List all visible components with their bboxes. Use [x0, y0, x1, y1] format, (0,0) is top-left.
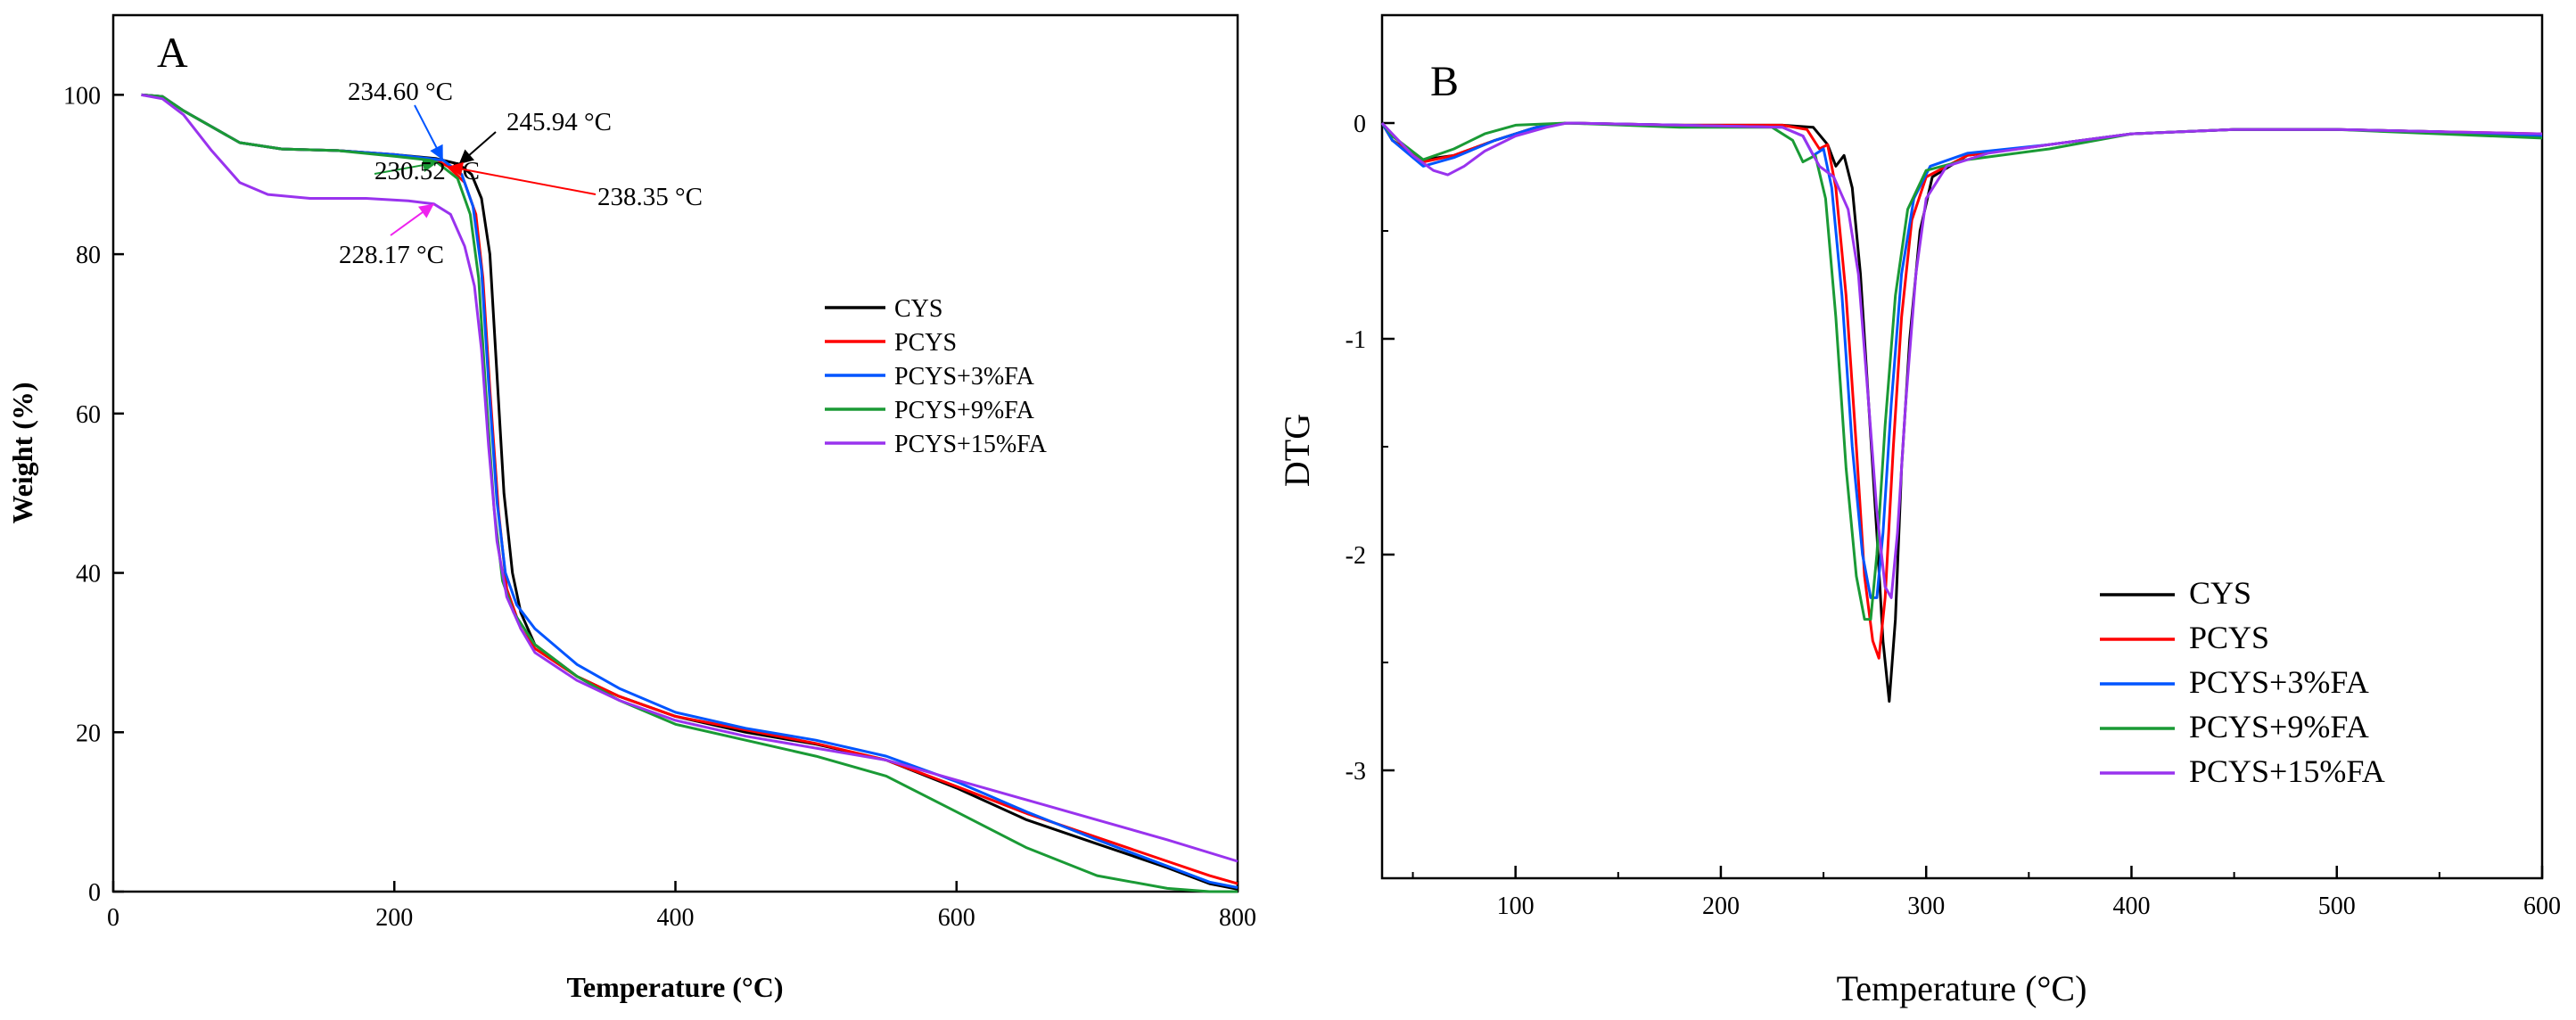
panel-a-legend-label-pcys-plus-15pct-fa: PCYS+15%FA [894, 431, 1048, 458]
panel-b-series-line-pcys-plus-15pct-fa [1380, 121, 2543, 599]
panel-b-y-axis-title: DTG [1277, 414, 1317, 487]
panel-a-y-tick-label: 0 [88, 879, 101, 907]
panel-b-y-tick-label: -1 [1346, 326, 1366, 354]
panel-a-y-tick-label: 20 [76, 720, 101, 747]
panel-a-annotation-label: 234.60 °C [348, 78, 453, 106]
panel-a-annotations: 234.60 °C 245.94 °C 230.52 °C 238.35 °C 228.… [339, 78, 703, 269]
panel-b-series-line-cys [1380, 121, 2543, 703]
panel-a-annotation-leader [448, 165, 597, 195]
panel-b-x-tick-label: 600 [2523, 892, 2561, 920]
panel-a-annotation-label: 238.35 °C [597, 183, 703, 211]
panel-b-y-tick-label: -2 [1346, 542, 1366, 570]
panel-a-x-tick-label: 600 [938, 904, 975, 932]
panel-a-legend-label-pcys-plus-3pct-fa: PCYS+3%FA [894, 363, 1035, 391]
panel-a-x-tick-label: 200 [375, 904, 413, 932]
panel-b-series-line-pcys-plus-3pct-fa [1380, 121, 2543, 599]
panel-a-annotation-label: 230.52 °C [374, 157, 480, 185]
panel-a-x-tick-label: 0 [107, 904, 119, 932]
panel-a-x-tick-label: 800 [1219, 904, 1256, 932]
panel-a-annotation-arrowhead [430, 144, 443, 160]
panel-a-y-tick-label: 80 [76, 242, 101, 269]
panel-a-x-tick-label: 400 [657, 904, 695, 932]
panel-a-series-line-pcys [141, 93, 1239, 885]
panel-a-legend-label-cys: CYS [894, 295, 942, 323]
panel-b-x-axis-title: Temperature (°C) [1837, 968, 2087, 1008]
panel-b-x-tick-label: 500 [2318, 892, 2356, 920]
panel-a-series-line-pcys-plus-3pct-fa [141, 93, 1239, 889]
panel-a-tga-chart: 0 200 400 600 800 0 20 40 60 80 100 234.60 °C 245.9… [6, 13, 1256, 1003]
panel-b-x-tick-label: 300 [1907, 892, 1945, 920]
panel-a-y-tick-label: 100 [63, 82, 101, 110]
panel-a-letter: A [157, 29, 188, 77]
panel-a-y-axis-title: Weight (%) [6, 382, 38, 523]
panel-a-legend: CYS PCYS PCYS+3%FA PCYS+9%FA PCYS+15%FA [825, 295, 1048, 458]
panel-a-annotation-arrowhead [458, 149, 474, 165]
panel-a-annotation-arrowhead [418, 203, 434, 218]
panel-a-y-tick-label: 60 [76, 401, 101, 429]
panel-b-series [1380, 121, 2543, 703]
panel-b-ticks: 100 200 300 400 500 600 -3 -2 -1 0 [1346, 14, 2561, 920]
panel-b-x-tick-label: 100 [1497, 892, 1535, 920]
panel-a-series-line-pcys-plus-9pct-fa [141, 93, 1238, 893]
panel-b-x-tick-label: 400 [2112, 892, 2150, 920]
panel-b-y-tick-label: -3 [1346, 758, 1366, 786]
panel-a-annotation-arrowhead [422, 158, 438, 173]
panel-a-plot-frame [111, 13, 1239, 893]
panel-a-series-line-pcys-plus-15pct-fa [141, 93, 1239, 863]
panel-a-y-tick-label: 40 [76, 561, 101, 588]
panel-b-y-tick-label: 0 [1354, 111, 1366, 138]
panel-b-legend-label-pcys-plus-15pct-fa: PCYS+15%FA [2189, 753, 2385, 789]
panel-a-legend-label-pcys-plus-9pct-fa: PCYS+9%FA [894, 397, 1035, 424]
panel-a-ticks: 0 200 400 600 800 0 20 40 60 80 100 [63, 82, 1256, 932]
panel-b-legend: CYS PCYS PCYS+3%FA PCYS+9%FA PCYS+15%FA [2100, 575, 2385, 789]
panel-b-x-tick-label: 200 [1702, 892, 1740, 920]
panel-b-legend-label-cys: CYS [2189, 575, 2251, 611]
panel-b-series-line-pcys [1380, 121, 2543, 660]
panel-a-series-line-cys [141, 93, 1239, 891]
panel-b-legend-label-pcys-plus-9pct-fa: PCYS+9%FA [2189, 709, 2369, 744]
panel-a-annotation-label: 228.17 °C [339, 241, 444, 269]
panel-b-series-line-pcys-plus-9pct-fa [1380, 121, 2543, 621]
panel-b-legend-label-pcys-plus-3pct-fa: PCYS+3%FA [2189, 664, 2369, 700]
panel-b-plot-frame [1380, 13, 2544, 880]
panel-b-legend-label-pcys: PCYS [2189, 620, 2269, 655]
panel-a-x-axis-title: Temperature (°C) [567, 971, 784, 1003]
panel-b-dtg-chart: 100 200 300 400 500 600 -3 -2 -1 0 CYS PCYS PCYS+3%… [1277, 13, 2561, 1008]
panel-a-series [141, 93, 1239, 893]
panel-a-annotation-arrowhead [448, 161, 464, 177]
panel-b-letter: B [1430, 58, 1459, 105]
panel-a-annotation-label: 245.94 °C [506, 108, 612, 136]
panel-a-legend-label-pcys: PCYS [894, 329, 957, 357]
